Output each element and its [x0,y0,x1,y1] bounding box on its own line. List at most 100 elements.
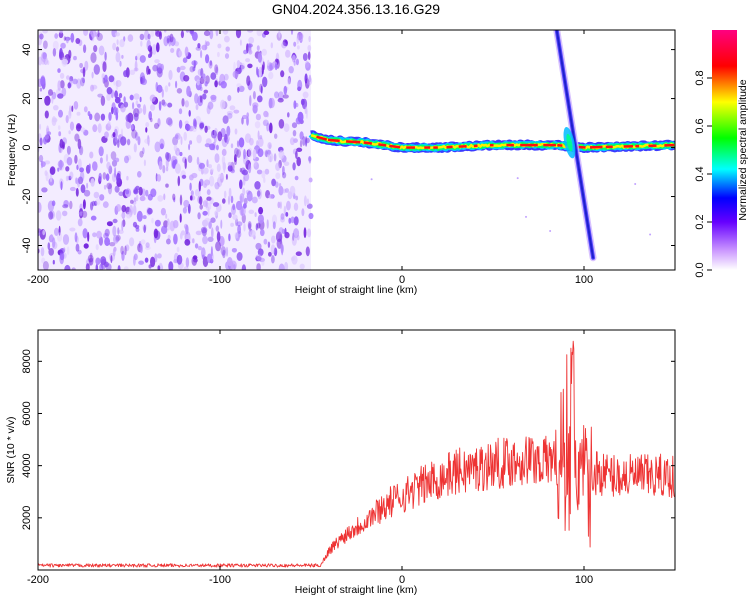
noise-blob [249,137,254,146]
noise-blob [178,108,183,115]
noise-blob [59,251,65,261]
noise-blob [142,104,147,116]
noise-blob [53,105,59,111]
noise-blob [139,55,146,63]
noise-blob [283,161,290,166]
noise-blob [249,95,252,107]
noise-blob [231,248,237,253]
noise-blob [57,232,63,242]
noise-blob [247,147,253,158]
noise-blob [218,173,224,179]
noise-blob [197,43,201,49]
noise-blob [248,36,255,44]
noise-blob [228,187,232,198]
noise-blob [47,242,51,250]
noise-blob [103,184,107,190]
noise-blob [243,49,248,55]
noise-blob [248,223,252,231]
noise-blob [48,248,54,256]
noise-blob [301,208,305,217]
noise-blob [278,150,285,160]
noise-blob [166,117,173,126]
noise-blob [227,161,233,167]
noise-blob [144,257,149,263]
noise-blob [125,244,130,252]
noise-blob [71,267,76,270]
noise-blob [169,33,174,43]
noise-blob [192,238,195,244]
noise-blob [222,30,229,35]
noise-blob [213,134,217,143]
noise-blob [97,93,104,98]
noise-blob [178,50,183,58]
noise-blob [50,234,54,240]
noise-blob [192,118,197,129]
noise-blob [292,162,296,171]
noise-blob [98,146,104,157]
noise-blob [275,172,281,180]
signal-peak-mark [389,144,401,149]
noise-blob [80,77,85,87]
noise-blob [173,259,178,264]
noise-blob [199,196,203,205]
noise-blob [147,193,153,201]
noise-blob [206,196,212,201]
noise-blob [239,167,242,173]
noise-blob [161,89,164,98]
noise-blob [207,206,210,217]
noise-blob [215,144,219,151]
noise-blob [66,145,71,155]
noise-blob [114,32,120,37]
noise-blob [140,76,143,85]
noise-blob [96,32,103,41]
noise-blob [293,228,300,239]
noise-blob [258,66,262,78]
noise-blob [39,33,44,40]
noise-blob [263,177,266,183]
noise-blob [295,58,299,66]
noise-blob [295,251,302,256]
noise-blob [117,227,120,235]
noise-blob [267,59,270,66]
noise-blob [150,117,153,123]
noise-blob [247,30,254,33]
noise-blob [39,123,42,130]
noise-blob [81,77,85,83]
colorbar-tick-label: 0.4 [694,166,706,181]
noise-blob [184,231,191,242]
noise-blob [129,237,135,247]
noise-blob [51,93,54,104]
noise-blob [49,166,56,175]
noise-blob [278,227,284,234]
noise-blob [235,30,242,39]
noise-blob [130,124,134,130]
noise-blob [157,265,161,270]
noise-blob [268,97,273,109]
signal-peak-mark [378,143,387,147]
noise-blob [274,91,279,99]
noise-blob [293,138,298,144]
noise-blob [176,254,183,265]
noise-blob [308,212,314,220]
noise-blob [49,172,53,183]
noise-blob [278,119,285,129]
noise-blob [124,245,127,256]
noise-blob [130,199,134,204]
noise-blob [201,247,206,258]
noise-blob [203,89,209,94]
noise-blob [165,166,169,172]
noise-blob [133,189,139,195]
noise-blob [166,38,170,44]
noise-blob [188,110,191,117]
snr-y-tick-label: 2000 [21,506,33,530]
noise-blob [133,112,139,122]
noise-blob [174,159,178,165]
noise-blob [100,258,107,270]
noise-blob [105,173,110,181]
noise-blob [209,60,213,66]
snr-y-tick-label: 6000 [21,401,33,425]
noise-blob [202,73,206,80]
noise-blob [83,243,89,249]
noise-blob [86,182,89,189]
noise-blob [136,107,143,114]
